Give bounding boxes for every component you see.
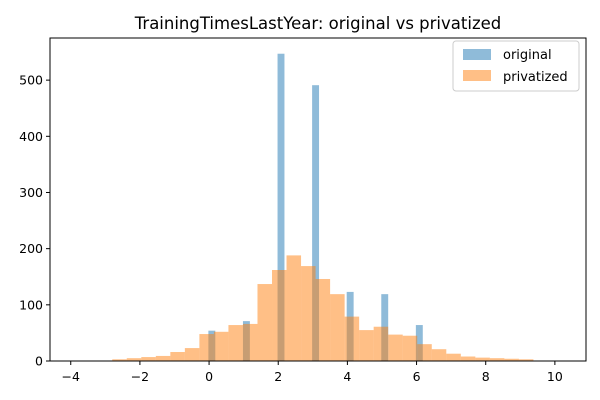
chart-title: TrainingTimesLastYear: original vs priva… [134, 14, 501, 33]
x-tick-label: 2 [274, 369, 282, 384]
bar-privatized-6 [199, 334, 214, 361]
axes-frame [49, 37, 587, 362]
bar-privatized-10 [257, 284, 272, 361]
legend: original privatized [452, 40, 580, 92]
bar-privatized-0 [112, 359, 127, 361]
bar-privatized-13 [301, 266, 316, 361]
y-tick-label: 500 [19, 73, 43, 88]
bar-privatized-2 [141, 357, 156, 361]
bar-privatized-22 [431, 349, 447, 361]
legend-label-privatized: privatized [503, 70, 568, 85]
x-tick-label: −2 [131, 369, 149, 384]
y-tick-label: 400 [19, 129, 43, 144]
bar-original-6 [415, 325, 423, 361]
bar-original-2 [277, 53, 285, 361]
bar-privatized-12 [286, 255, 302, 361]
bar-privatized-20 [402, 335, 418, 361]
legend-swatch-original [463, 49, 491, 60]
x-tick-label: 4 [343, 369, 351, 384]
bar-privatized-8 [228, 325, 243, 361]
bar-privatized-7 [213, 331, 229, 361]
bar-privatized-24 [460, 356, 476, 361]
y-tick-label: 0 [35, 354, 43, 369]
x-tick-label: 0 [205, 369, 213, 384]
bar-privatized-4 [170, 352, 185, 361]
bar-privatized-16 [344, 316, 360, 361]
bars-layer [112, 53, 534, 361]
legend-swatch-privatized [463, 70, 491, 81]
bar-privatized-23 [446, 353, 461, 361]
x-tick-label: 6 [413, 369, 421, 384]
bar-original-3 [312, 85, 320, 361]
bar-privatized-14 [315, 278, 331, 361]
bar-privatized-5 [184, 348, 200, 361]
bar-privatized-21 [417, 344, 432, 361]
bar-privatized-27 [504, 358, 519, 361]
x-axis: −4 −2 0 2 4 6 8 10 [62, 361, 563, 384]
legend-label-original: original [503, 48, 552, 63]
x-tick-label: −4 [62, 369, 80, 384]
y-tick-label: 100 [19, 297, 43, 312]
y-tick-label: 200 [19, 241, 43, 256]
x-tick-label: 10 [547, 369, 563, 384]
bar-privatized-28 [518, 359, 534, 361]
bar-privatized-9 [242, 323, 258, 361]
y-tick-label: 300 [19, 185, 43, 200]
x-tick-label: 8 [482, 369, 490, 384]
bar-privatized-15 [330, 294, 345, 361]
bar-privatized-1 [126, 358, 142, 361]
bar-privatized-18 [373, 326, 389, 361]
bar-privatized-11 [272, 270, 287, 361]
bar-privatized-17 [359, 330, 374, 361]
bar-privatized-25 [475, 357, 490, 361]
y-axis: 0 100 200 300 400 500 [19, 73, 50, 369]
bar-privatized-26 [489, 358, 505, 361]
bar-privatized-19 [388, 334, 403, 361]
bar-privatized-3 [155, 355, 171, 361]
